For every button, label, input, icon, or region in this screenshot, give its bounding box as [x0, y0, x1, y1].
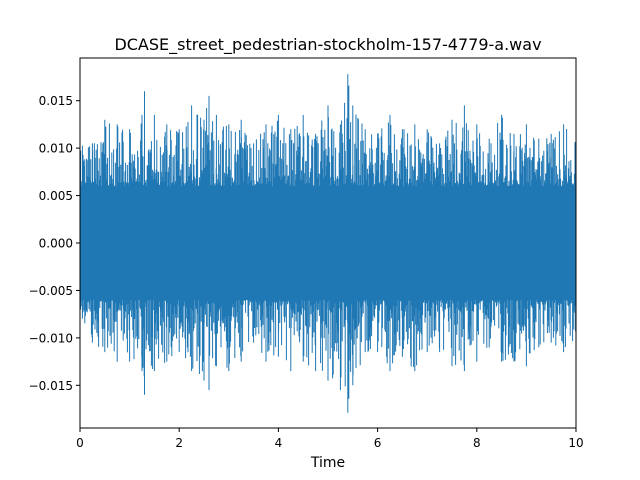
- y-tick-label: 0.015: [39, 94, 73, 108]
- x-tick-label: 10: [568, 436, 583, 450]
- y-tick-label: 0.000: [39, 237, 73, 251]
- y-axis: 0.015 0.010 0.005 0.000 −0.005 −0.010 −0.015: [29, 94, 80, 393]
- x-tick-label: 4: [275, 436, 283, 450]
- x-axis: 0 2 4 6 8 10: [76, 428, 584, 450]
- y-tick-label: −0.010: [29, 331, 73, 345]
- chart-title: DCASE_street_pedestrian-stockholm-157-47…: [114, 35, 541, 55]
- y-tick-label: −0.015: [29, 379, 73, 393]
- waveform-line: [80, 74, 576, 413]
- waveform-series: [80, 74, 576, 413]
- x-tick-label: 8: [473, 436, 481, 450]
- x-tick-label: 0: [76, 436, 84, 450]
- y-tick-label: −0.005: [29, 284, 73, 298]
- x-axis-label: Time: [310, 455, 345, 471]
- y-tick-label: 0.010: [39, 142, 73, 156]
- y-tick-label: 0.005: [39, 189, 73, 203]
- x-tick-label: 6: [374, 436, 382, 450]
- x-tick-label: 2: [175, 436, 183, 450]
